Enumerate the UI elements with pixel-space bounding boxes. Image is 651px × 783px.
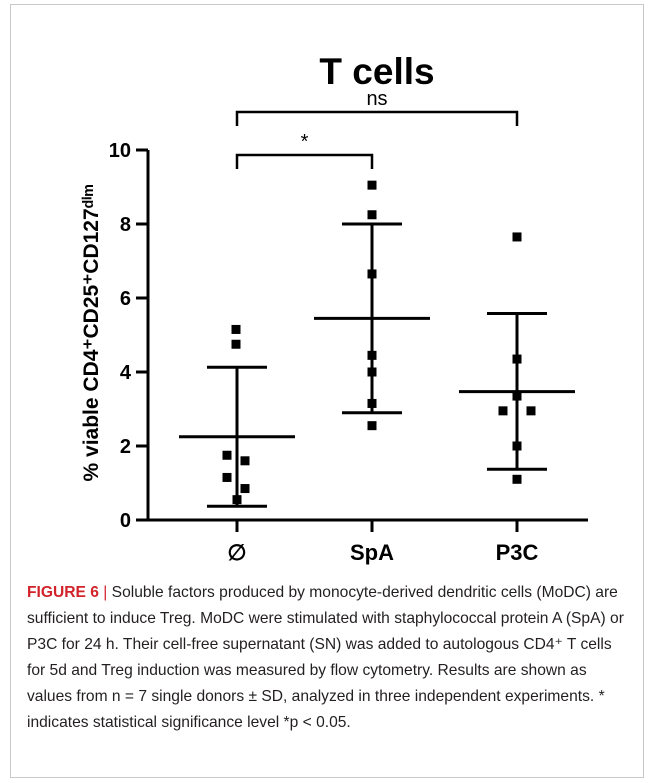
- data-point: [512, 441, 522, 451]
- data-point: [222, 472, 232, 482]
- y-tick-label: 4: [120, 362, 132, 384]
- data-point: [526, 406, 536, 416]
- y-tick-label: 8: [120, 214, 131, 236]
- figure-caption: FIGURE 6 | Soluble factors produced by m…: [27, 580, 627, 736]
- y-tick-label: 0: [120, 510, 131, 532]
- significance-bracket: [235, 153, 374, 169]
- data-point: [231, 339, 241, 349]
- y-tick-label: 2: [120, 436, 131, 458]
- data-point: [231, 324, 241, 334]
- scatter-chart: T cells % viable CD4⁺CD25⁺CD127ᵈⁱᵐ 0 2 4 6 8…: [80, 51, 588, 565]
- x-tick-label: SpA: [350, 540, 394, 565]
- figure-caption-text: Soluble factors produced by monocyte-der…: [27, 584, 624, 731]
- y-tick-label: 10: [109, 140, 131, 162]
- data-point: [498, 406, 508, 416]
- significance-label: *: [301, 131, 309, 153]
- significance-label: ns: [366, 88, 387, 110]
- figure-separator: |: [103, 584, 108, 601]
- data-point: [367, 421, 377, 431]
- data-point: [240, 456, 250, 466]
- x-tick-label: P3C: [496, 540, 539, 565]
- data-point: [512, 391, 522, 401]
- significance-bracket: [235, 110, 519, 126]
- data-point: [512, 354, 522, 364]
- y-tick-label: 6: [120, 288, 131, 310]
- data-point: [512, 474, 522, 484]
- y-axis-label: % viable CD4⁺CD25⁺CD127ᵈⁱᵐ: [80, 184, 103, 481]
- data-point: [240, 484, 250, 494]
- x-tick-label: ∅: [227, 540, 246, 565]
- data-point: [367, 367, 377, 377]
- data-point: [367, 350, 377, 360]
- data-point: [222, 450, 232, 460]
- data-point: [512, 232, 522, 242]
- data-point: [367, 210, 377, 220]
- figure-label: FIGURE 6: [27, 584, 99, 601]
- data-point: [367, 180, 377, 190]
- data-point: [367, 398, 377, 408]
- data-point: [367, 269, 377, 279]
- chart-title: T cells: [319, 51, 434, 92]
- data-point: [232, 495, 242, 505]
